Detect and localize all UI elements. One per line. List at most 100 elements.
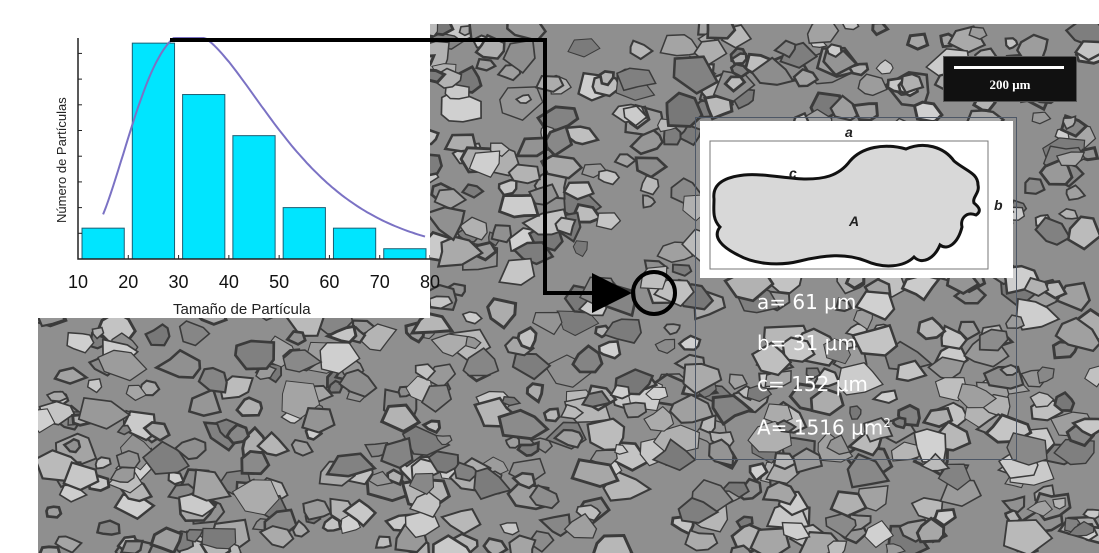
histogram-bar <box>182 94 226 260</box>
grain <box>663 323 681 336</box>
grain <box>645 386 669 401</box>
grain <box>527 530 555 553</box>
x-axis-label: Tamaño de Partícula <box>173 301 311 318</box>
grain <box>834 297 853 313</box>
grain <box>435 434 453 446</box>
grain <box>921 406 954 429</box>
bounding-box <box>709 140 989 270</box>
grain <box>504 434 521 449</box>
grain <box>125 384 148 402</box>
label-a: a <box>845 124 853 140</box>
grain <box>285 330 307 346</box>
grain <box>614 444 629 455</box>
grain <box>95 519 121 536</box>
grain <box>1065 184 1087 201</box>
grain <box>473 467 512 501</box>
grain <box>86 378 103 394</box>
grain <box>642 194 657 209</box>
grain <box>324 324 358 344</box>
grain <box>682 362 723 395</box>
x-tick-label: 10 <box>67 272 89 292</box>
grain <box>842 24 860 31</box>
grain <box>1066 215 1099 251</box>
grain <box>677 334 702 351</box>
grain <box>282 349 323 373</box>
grain <box>240 449 271 476</box>
grain <box>849 405 862 420</box>
grain <box>846 452 891 489</box>
grain <box>453 461 480 482</box>
grain <box>94 456 112 470</box>
grain <box>91 326 105 340</box>
grain <box>711 393 755 427</box>
histogram-bar <box>131 42 176 260</box>
y-axis-label: Número de Partículas <box>54 97 69 223</box>
grain <box>761 480 798 506</box>
grain <box>462 347 500 377</box>
grain <box>811 367 841 388</box>
grain <box>1062 115 1077 131</box>
grain <box>497 178 518 197</box>
grain <box>651 438 697 472</box>
grain <box>746 385 773 403</box>
histogram-bar <box>332 227 377 260</box>
grain <box>475 57 498 72</box>
histogram-bar <box>81 227 125 260</box>
grain <box>301 406 336 434</box>
grain <box>1023 276 1050 297</box>
grain <box>723 75 747 93</box>
grain <box>586 417 626 451</box>
grain <box>511 352 552 381</box>
grain <box>1067 520 1095 537</box>
grain <box>116 424 132 436</box>
x-tick-label: 50 <box>269 272 290 292</box>
grain <box>231 479 280 516</box>
grain <box>706 24 737 40</box>
scale-bar-line <box>954 66 1064 69</box>
grain <box>1084 365 1099 388</box>
grain <box>851 102 879 122</box>
grain <box>414 363 437 381</box>
grain <box>338 368 378 398</box>
grain <box>1005 314 1025 329</box>
grain <box>684 529 719 552</box>
grain <box>940 324 968 351</box>
grain <box>957 320 981 341</box>
grain <box>1070 417 1099 438</box>
grain <box>1057 208 1079 220</box>
grain <box>957 383 998 409</box>
grain <box>187 387 223 417</box>
grain <box>497 408 550 441</box>
grain <box>825 43 843 59</box>
grain <box>507 163 541 185</box>
grain <box>508 534 537 553</box>
grain <box>325 452 378 478</box>
grain <box>1034 216 1072 246</box>
grain <box>729 544 753 553</box>
grain <box>1004 37 1019 50</box>
grain <box>773 39 797 59</box>
grain <box>999 363 1021 376</box>
grain <box>511 471 537 490</box>
grain <box>233 339 276 371</box>
grain <box>62 437 82 454</box>
grain <box>173 437 207 461</box>
grain <box>677 496 720 524</box>
grain <box>580 390 613 408</box>
grain <box>142 421 171 442</box>
grain <box>875 59 894 75</box>
histogram-bar <box>232 135 276 260</box>
grain <box>458 25 471 37</box>
grain <box>978 328 1009 352</box>
grain <box>109 466 136 484</box>
x-tick-label: 60 <box>319 272 340 292</box>
grain <box>1073 40 1099 62</box>
grain <box>192 468 232 502</box>
grain <box>427 450 459 474</box>
x-tick-label: 20 <box>118 272 139 292</box>
grain <box>499 522 520 536</box>
grain <box>750 341 793 377</box>
grain <box>937 463 972 491</box>
grain <box>665 91 704 128</box>
grain <box>836 361 884 396</box>
